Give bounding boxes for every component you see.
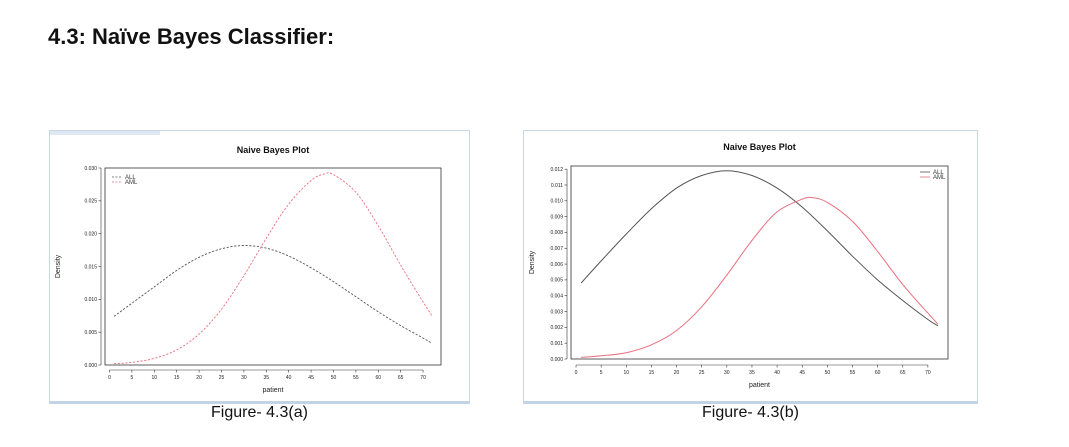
y-tick-label: 0.025 <box>84 199 97 205</box>
x-tick-label: 35 <box>749 370 755 376</box>
y-tick-label: 0.008 <box>550 230 563 236</box>
y-tick-label: 0.015 <box>84 264 97 270</box>
chart-title: Naive Bayes Plot <box>723 142 796 152</box>
legend-label-all: ALL <box>125 175 136 181</box>
y-tick-label: 0.012 <box>550 167 563 173</box>
x-tick-label: 0 <box>575 370 578 376</box>
x-tick-label: 55 <box>353 375 359 381</box>
x-axis-label: patient <box>749 382 770 389</box>
figure-b: Naive Bayes Plot 0 5 10 15 20 25 30 35 40 45 50 55 60… <box>523 130 978 404</box>
x-tick-label: 15 <box>174 375 180 381</box>
legend-label-aml: AML <box>125 180 138 186</box>
chart-a: Naive Bayes Plot 0 5 10 15 20 25 30 35 40 45 50 55 60… <box>55 145 442 394</box>
figure-a-caption: Figure- 4.3(a) <box>211 404 308 421</box>
x-tick-label: 70 <box>420 375 426 381</box>
x-tick-label: 50 <box>331 375 337 381</box>
chart-b: Naive Bayes Plot 0 5 10 15 20 25 30 35 40 45 50 55 60… <box>529 142 949 389</box>
legend-label-all: ALL <box>933 170 944 176</box>
x-tick-label: 40 <box>286 375 292 381</box>
y-axis-label: Density <box>529 250 536 274</box>
x-axis-label: patient <box>262 387 283 394</box>
plot-frame <box>570 165 949 360</box>
y-tick-label: 0.007 <box>550 246 563 252</box>
x-tick-label: 20 <box>196 375 202 381</box>
x-tick-label: 25 <box>219 375 225 381</box>
x-tick-label: 60 <box>375 375 381 381</box>
figure-b-caption: Figure- 4.3(b) <box>702 404 799 421</box>
series-line-all <box>580 170 939 327</box>
y-tick-label: 0.010 <box>84 297 97 303</box>
x-tick-label: 35 <box>263 375 269 381</box>
x-tick-label: 20 <box>674 370 680 376</box>
x-tick-label: 30 <box>241 375 247 381</box>
x-tick-label: 65 <box>398 375 404 381</box>
x-tick-label: 25 <box>699 370 705 376</box>
x-tick-label: 5 <box>600 370 603 376</box>
legend-label-aml: AML <box>933 175 946 181</box>
figure-a: Naive Bayes Plot 0 5 10 15 20 25 30 35 40 45 50 55 60… <box>49 130 470 404</box>
x-tick-label: 10 <box>624 370 630 376</box>
y-tick-label: 0.003 <box>550 309 563 315</box>
series-line-aml <box>581 196 939 358</box>
y-tick-label: 0.002 <box>550 325 563 331</box>
x-tick-label: 60 <box>875 370 881 376</box>
section-heading: 4.3: Naïve Bayes Classifier: <box>48 24 335 49</box>
x-tick-label: 15 <box>649 370 655 376</box>
plot-frame <box>104 167 442 366</box>
series-line-all <box>113 245 433 344</box>
x-tick-label: 45 <box>799 370 805 376</box>
x-tick-label: 70 <box>925 370 931 376</box>
y-tick-label: 0.000 <box>84 363 97 369</box>
series-line-aml <box>113 172 433 365</box>
y-tick-label: 0.010 <box>550 199 563 205</box>
y-tick-label: 0.030 <box>84 166 97 172</box>
x-tick-label: 55 <box>850 370 856 376</box>
x-tick-label: 10 <box>151 375 157 381</box>
y-axis-label: Density <box>55 254 62 278</box>
y-tick-label: 0.009 <box>550 214 563 220</box>
x-tick-label: 50 <box>825 370 831 376</box>
x-tick-label: 40 <box>774 370 780 376</box>
y-tick-label: 0.006 <box>550 262 563 268</box>
x-tick-label: 30 <box>724 370 730 376</box>
y-tick-label: 0.011 <box>551 183 563 189</box>
y-tick-label: 0.000 <box>550 357 563 363</box>
y-tick-label: 0.001 <box>550 341 563 347</box>
x-tick-label: 0 <box>108 375 111 381</box>
y-tick-label: 0.005 <box>84 330 97 336</box>
chart-title: Naive Bayes Plot <box>237 145 310 155</box>
x-tick-label: 45 <box>308 375 314 381</box>
x-tick-label: 5 <box>130 375 133 381</box>
y-tick-label: 0.004 <box>550 294 563 300</box>
y-tick-label: 0.020 <box>84 231 97 237</box>
figure-a-topbar <box>50 131 160 135</box>
x-tick-label: 65 <box>900 370 906 376</box>
y-tick-label: 0.005 <box>550 278 563 284</box>
